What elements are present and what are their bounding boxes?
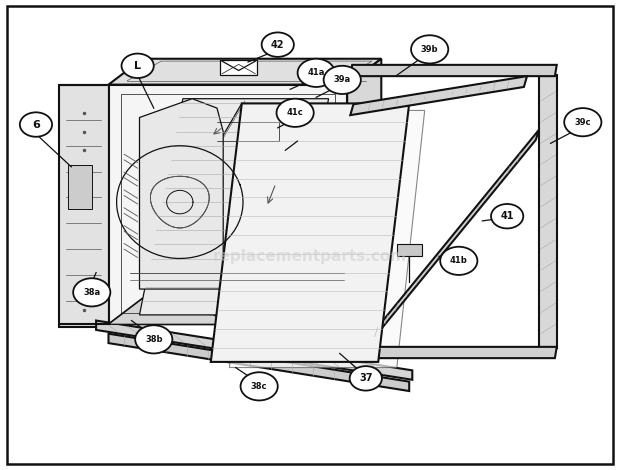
Circle shape bbox=[564, 108, 601, 136]
Circle shape bbox=[20, 112, 52, 137]
Polygon shape bbox=[108, 298, 381, 324]
Polygon shape bbox=[108, 298, 381, 324]
Text: 38a: 38a bbox=[83, 288, 100, 297]
Text: 39c: 39c bbox=[575, 118, 591, 127]
Polygon shape bbox=[211, 103, 409, 362]
Polygon shape bbox=[108, 59, 381, 85]
Polygon shape bbox=[220, 60, 257, 75]
Text: 39b: 39b bbox=[421, 45, 438, 54]
Text: 39a: 39a bbox=[334, 75, 351, 85]
Polygon shape bbox=[229, 110, 425, 368]
Polygon shape bbox=[108, 85, 347, 324]
Text: 37: 37 bbox=[359, 373, 373, 384]
Text: 41: 41 bbox=[500, 211, 514, 221]
Polygon shape bbox=[96, 321, 412, 380]
Circle shape bbox=[324, 66, 361, 94]
Text: 38c: 38c bbox=[251, 382, 267, 391]
Polygon shape bbox=[108, 334, 409, 391]
Polygon shape bbox=[140, 99, 329, 315]
Polygon shape bbox=[350, 65, 557, 76]
Text: 6: 6 bbox=[32, 119, 40, 130]
Polygon shape bbox=[366, 129, 539, 348]
Text: replacementparts.com: replacementparts.com bbox=[213, 249, 407, 264]
Text: 41b: 41b bbox=[450, 256, 467, 266]
Circle shape bbox=[277, 99, 314, 127]
Circle shape bbox=[241, 372, 278, 400]
Polygon shape bbox=[59, 85, 108, 327]
Polygon shape bbox=[397, 244, 422, 256]
Circle shape bbox=[298, 59, 335, 87]
Circle shape bbox=[73, 278, 110, 306]
Text: 41a: 41a bbox=[308, 68, 325, 78]
Circle shape bbox=[440, 247, 477, 275]
Polygon shape bbox=[350, 76, 527, 115]
Circle shape bbox=[350, 366, 382, 391]
Text: 42: 42 bbox=[271, 39, 285, 50]
Polygon shape bbox=[539, 75, 557, 348]
Circle shape bbox=[411, 35, 448, 63]
Circle shape bbox=[135, 325, 172, 353]
Text: 41c: 41c bbox=[286, 108, 304, 118]
Polygon shape bbox=[140, 99, 223, 289]
Circle shape bbox=[122, 54, 154, 78]
Polygon shape bbox=[347, 59, 381, 324]
Text: L: L bbox=[134, 61, 141, 71]
Circle shape bbox=[491, 204, 523, 228]
Polygon shape bbox=[350, 347, 557, 358]
Circle shape bbox=[262, 32, 294, 57]
Text: 38b: 38b bbox=[145, 335, 162, 344]
Polygon shape bbox=[68, 164, 92, 209]
